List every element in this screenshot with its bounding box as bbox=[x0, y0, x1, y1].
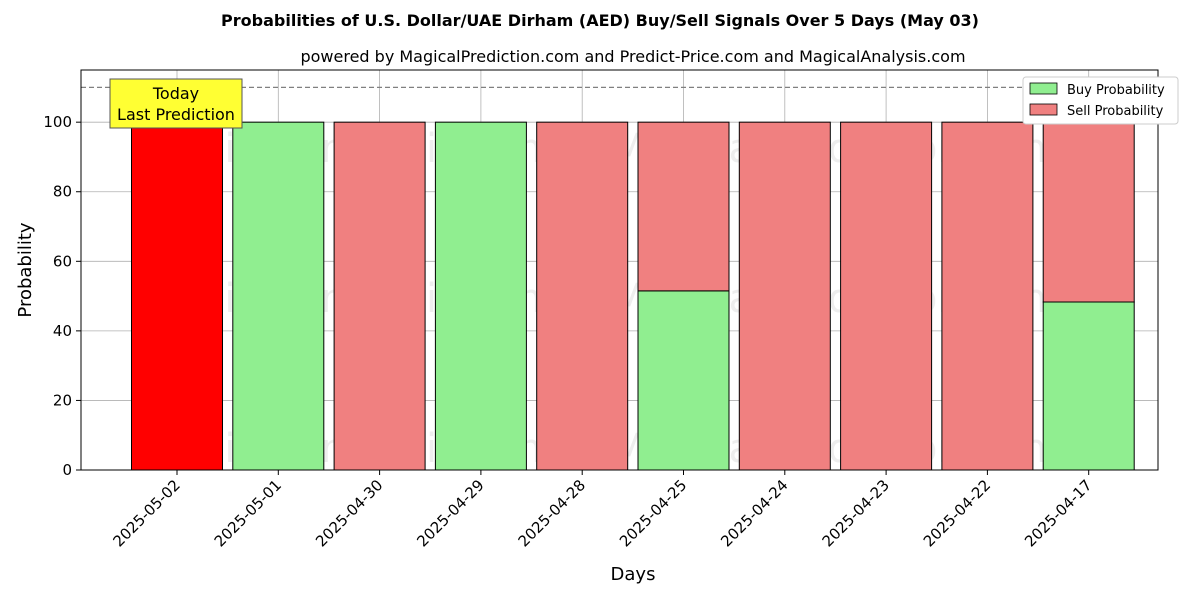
bar-sell-2025-04-23 bbox=[840, 121, 933, 471]
plot-frame bbox=[80, 69, 1159, 471]
y-axis-ticks: 0 20 40 60 80 100 bbox=[43, 113, 81, 479]
bar-sell-2025-04-22 bbox=[941, 121, 1034, 471]
legend-swatch-buy bbox=[1029, 82, 1058, 95]
bar-sell-2025-05-02 bbox=[131, 121, 223, 471]
x-tick-label-3: 2025-04-29 bbox=[413, 476, 487, 550]
bar-buy-2025-04-17 bbox=[1042, 301, 1135, 471]
today-annotation-line2: Last Prediction bbox=[117, 105, 235, 124]
x-tick-label-5: 2025-04-25 bbox=[616, 476, 690, 550]
today-annotation-line1: Today bbox=[152, 84, 199, 103]
y-axis-label: Probability bbox=[15, 222, 36, 317]
y-tick-label-2: 40 bbox=[53, 322, 72, 340]
bar-sell-2025-04-17 bbox=[1042, 121, 1135, 303]
x-tick-label-4: 2025-04-28 bbox=[515, 476, 589, 550]
y-tick-label-5: 100 bbox=[43, 113, 72, 131]
legend-swatch-sell bbox=[1029, 103, 1058, 116]
bar-sell-2025-04-25 bbox=[637, 121, 730, 292]
x-tick-label-6: 2025-04-24 bbox=[717, 476, 791, 550]
bar-buy-2025-04-25 bbox=[637, 290, 730, 471]
bar-buy-2025-05-01 bbox=[232, 121, 325, 471]
chart-title: Probabilities of U.S. Dollar/UAE Dirham … bbox=[221, 11, 979, 30]
y-tick-label-4: 80 bbox=[53, 183, 72, 201]
x-tick-label-9: 2025-04-17 bbox=[1021, 476, 1095, 550]
legend-label-sell: Sell Probability bbox=[1067, 104, 1164, 119]
x-axis-ticks: 2025-05-02 2025-05-01 2025-04-30 2025-04-29… bbox=[109, 470, 1096, 550]
x-tick-label-0: 2025-05-02 bbox=[109, 476, 183, 550]
x-tick-label-2: 2025-04-30 bbox=[312, 476, 386, 550]
y-tick-label-1: 20 bbox=[53, 391, 72, 409]
bar-sell-2025-04-24 bbox=[738, 121, 831, 471]
bars-group bbox=[131, 121, 1135, 471]
bar-sell-2025-04-28 bbox=[536, 121, 629, 471]
x-tick-label-1: 2025-05-01 bbox=[211, 476, 285, 550]
today-annotation: Today Last Prediction bbox=[109, 78, 243, 129]
legend-label-buy: Buy Probability bbox=[1067, 83, 1165, 98]
legend: Buy Probability Sell Probability bbox=[1022, 76, 1179, 125]
x-tick-label-7: 2025-04-23 bbox=[819, 476, 893, 550]
y-tick-label-0: 0 bbox=[62, 461, 72, 479]
y-tick-label-3: 60 bbox=[53, 252, 72, 270]
x-axis-label: Days bbox=[611, 564, 656, 585]
legend-box bbox=[1022, 76, 1179, 125]
chart-subtitle: powered by MagicalPrediction.com and Pre… bbox=[300, 47, 965, 66]
x-tick-label-8: 2025-04-22 bbox=[920, 476, 994, 550]
bar-buy-2025-04-29 bbox=[434, 121, 527, 471]
bar-sell-2025-04-30 bbox=[333, 121, 426, 471]
today-annotation-box bbox=[109, 78, 243, 129]
